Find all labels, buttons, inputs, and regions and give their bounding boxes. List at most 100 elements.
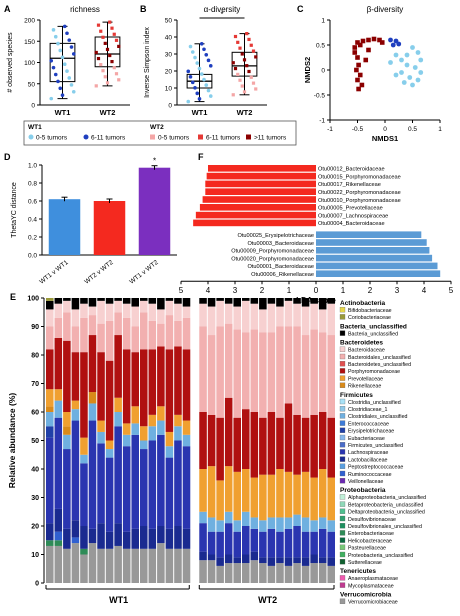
stacked-segment (122, 423, 131, 435)
legend-label: Betaproteobacteria_unclassified (348, 502, 423, 508)
stacked-segment (318, 517, 327, 529)
stacked-segment (293, 298, 301, 304)
legend-swatch (339, 575, 346, 581)
x-tick-label: 4 (422, 286, 427, 295)
legend-swatch (339, 478, 346, 484)
x-tick-label: WT1 v WT2 (128, 259, 160, 286)
data-point (393, 72, 399, 78)
data-point (236, 72, 240, 76)
data-point (404, 62, 410, 68)
panel-letter-f: F (198, 152, 204, 162)
data-point (186, 69, 191, 74)
stacked-segment (242, 469, 250, 512)
stacked-segment (276, 517, 284, 532)
stacked-segment (216, 480, 224, 521)
stacked-segment (148, 298, 157, 304)
data-point (371, 36, 377, 42)
stacked-segment (114, 412, 122, 427)
legend-marker (246, 134, 251, 140)
data-point (193, 55, 197, 60)
stacked-segment (157, 406, 165, 421)
stacked-segment (259, 474, 267, 521)
stacked-segment (174, 440, 182, 526)
y-tick-label: -1 (319, 118, 325, 125)
data-point (99, 63, 103, 67)
data-point (49, 96, 54, 101)
stacked-segment (131, 298, 139, 307)
legend-swatch (339, 456, 346, 462)
stacked-segment (310, 414, 318, 478)
legend-swatch (339, 463, 346, 469)
stacked-segment (233, 520, 241, 532)
stacked-segment (97, 443, 105, 524)
legend-swatch (339, 470, 346, 477)
data-point (101, 69, 105, 73)
stacked-segment (250, 298, 259, 304)
stacked-segment (105, 449, 114, 458)
stacked-segment (80, 437, 88, 455)
stacked-segment (46, 298, 54, 301)
data-point (202, 77, 206, 82)
stacked-segment (97, 323, 105, 353)
x-tick-label: 3 (233, 286, 238, 295)
data-point (112, 32, 116, 36)
data-point (56, 79, 60, 84)
data-point (401, 80, 407, 85)
data-point (188, 75, 193, 79)
legend-label: Porphyromonadaceae (348, 369, 400, 375)
stacked-segment (293, 303, 301, 327)
y-axis-label: # observed species (7, 32, 14, 93)
stacked-segment (54, 531, 63, 541)
stacked-segment (216, 326, 224, 418)
stacked-segment (301, 417, 310, 472)
legend-label: Anaeroplasmataceae (348, 576, 398, 582)
data-point (390, 42, 396, 48)
stacked-segment (114, 426, 122, 524)
legend-swatch (339, 353, 346, 360)
data-point (231, 93, 235, 97)
lda-label: Otu00003_Bacteroidaceae (247, 241, 314, 247)
stacked-segment (140, 449, 148, 526)
stacked-segment (233, 417, 241, 472)
stacked-segment (182, 306, 191, 318)
stacked-segment (131, 528, 139, 549)
data-point (388, 37, 393, 43)
stacked-segment (46, 389, 54, 407)
x-tick-label: WT1 (192, 108, 208, 117)
legend-label: 6-11 tumors (206, 135, 241, 142)
data-point (240, 52, 244, 56)
data-point (51, 65, 56, 70)
stacked-segment (71, 400, 80, 410)
stacked-segment (157, 309, 165, 324)
stacked-segment (242, 298, 250, 301)
y-tick-label: 0 (321, 68, 325, 75)
stacked-segment (157, 346, 165, 407)
data-point (56, 41, 60, 46)
stacked-segment (293, 514, 301, 526)
x-tick-label: WT2 v WT2 (83, 259, 115, 286)
legend-swatch (339, 449, 346, 455)
legend-phylum: Bacteria_unclassified (340, 323, 407, 330)
stacked-segment (233, 471, 241, 521)
chart-title: β-diversity (367, 5, 404, 14)
stacked-segment (97, 523, 105, 549)
stacked-segment (318, 309, 327, 333)
legend-label: Desulfovibrionaceae (348, 517, 396, 523)
stacked-segment (276, 563, 284, 583)
data-point (108, 20, 112, 24)
data-point (355, 77, 360, 83)
chart-title: α-diversity (204, 5, 241, 14)
lda-label: Otu00005_Prevotellaceae (318, 206, 383, 212)
lda-bar (195, 211, 316, 219)
data-point (108, 53, 112, 58)
stacked-segment (301, 298, 310, 307)
legend-label: Proteobacteria_unclassified (348, 553, 413, 559)
stacked-segment (327, 417, 335, 478)
stacked-segment (199, 303, 207, 327)
y-tick-label: 90 (31, 324, 39, 331)
stacked-segment (199, 511, 207, 524)
stacked-segment (233, 298, 241, 307)
y-tick-label: 10 (165, 86, 173, 93)
data-point (363, 57, 369, 63)
legend-swatch (339, 398, 346, 405)
